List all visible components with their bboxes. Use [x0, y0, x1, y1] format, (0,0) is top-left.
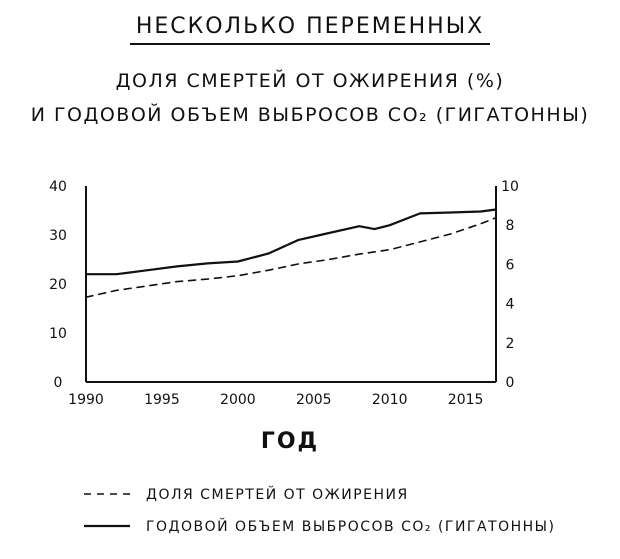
x-tick-label: 2000: [220, 392, 256, 408]
x-tick-label: 2010: [372, 392, 408, 408]
x-tick-label: 1990: [68, 392, 104, 408]
y-right-tick-label: 2: [506, 336, 515, 352]
y-right-tick-label: 0: [506, 375, 515, 391]
legend-label: ГОДОВОЙ ОБЪЕМ ВЫБРОСОВ CO₂ (ГИГАТОННЫ): [146, 517, 555, 535]
x-axis-label: ГОД: [261, 429, 319, 454]
chart-series: [84, 208, 498, 299]
chart-axes: [85, 186, 497, 383]
y-right-tick-label: 6: [506, 257, 515, 273]
x-tick-label: 1995: [144, 392, 180, 408]
y-right-tick-label: 8: [506, 218, 515, 234]
chart-legend: ДОЛЯ СМЕРТЕЙ ОТ ОЖИРЕНИЯ ГОДОВОЙ ОБЪЕМ ВЫ…: [84, 485, 555, 535]
y-right-tick-label: 4: [506, 297, 515, 313]
chart-title-line2: И ГОДОВОЙ ОБЪЕМ ВЫБРОСОВ CO₂ (ГИГАТОННЫ): [30, 104, 590, 126]
legend-label: ДОЛЯ СМЕРТЕЙ ОТ ОЖИРЕНИЯ: [146, 485, 409, 503]
y-left-tick-label: 40: [49, 179, 67, 195]
page-heading: НЕСКОЛЬКО ПЕРЕМЕННЫХ: [0, 14, 620, 45]
y-left-tick-label: 0: [54, 375, 63, 391]
y-left-tick-label: 20: [49, 277, 67, 293]
y-right-tick-label: 10: [501, 179, 519, 195]
chart-ticks: 0 10 20 30 40 0 2 4 6 8 10 1990 1995 2000 2005 2010 2015: [49, 179, 519, 408]
chart-title-line1: ДОЛЯ СМЕРТЕЙ ОТ ОЖИРЕНИЯ (%): [115, 70, 505, 92]
x-tick-label: 2005: [296, 392, 332, 408]
x-tick-label: 2015: [448, 392, 484, 408]
series-line-co2-emissions: [84, 208, 498, 276]
series-line-obesity-deaths: [85, 217, 497, 299]
y-left-tick-label: 30: [49, 228, 67, 244]
page-heading-text: НЕСКОЛЬКО ПЕРЕМЕННЫХ: [129, 14, 491, 45]
y-left-tick-label: 10: [49, 326, 67, 342]
